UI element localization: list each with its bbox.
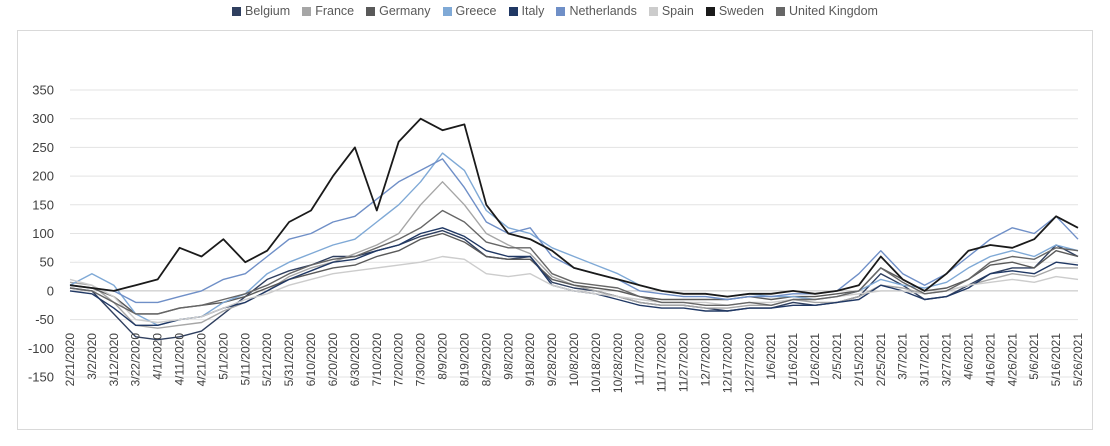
series-line-sweden bbox=[69, 117, 1079, 298]
legend-item: Netherlands bbox=[556, 4, 637, 18]
x-tick-label: 4/11/2020 bbox=[173, 333, 187, 386]
x-tick-label: 2/5/2021 bbox=[830, 333, 844, 380]
x-tick-label: 1/26/2021 bbox=[808, 333, 822, 387]
x-tick-label: 5/21/2020 bbox=[260, 333, 274, 387]
x-tick-label: 4/21/2020 bbox=[194, 333, 208, 387]
legend-swatch bbox=[648, 6, 658, 16]
x-tick-label: 2/21/2020 bbox=[63, 333, 77, 387]
series-line-spain bbox=[69, 255, 1079, 324]
x-tick-label: 3/27/2021 bbox=[940, 333, 954, 387]
x-tick-label: 8/29/2020 bbox=[479, 333, 493, 387]
series-line-germany bbox=[69, 232, 1079, 315]
x-tick-label: 2/25/2021 bbox=[874, 333, 888, 387]
y-axis-ticks: -150 -100 -50 0 50 100 150 200 250 300 350 bbox=[28, 83, 54, 385]
y-tick-label: 200 bbox=[32, 169, 54, 184]
legend-swatch bbox=[232, 6, 242, 16]
legend-label: Italy bbox=[521, 4, 545, 18]
x-tick-label: 8/9/2020 bbox=[436, 333, 450, 380]
x-tick-label: 5/11/2020 bbox=[238, 333, 252, 386]
x-axis-ticks: 2/21/2020 3/2/2020 3/12/2020 3/22/2020 4/1/2… bbox=[63, 333, 1085, 393]
x-tick-label: 9/18/2020 bbox=[523, 333, 537, 387]
legend-label: France bbox=[315, 4, 355, 18]
x-tick-label: 6/20/2020 bbox=[326, 333, 340, 387]
x-tick-label: 4/26/2021 bbox=[1005, 333, 1019, 387]
legend-label: Netherlands bbox=[569, 4, 637, 18]
legend-swatch bbox=[508, 6, 518, 16]
x-tick-label: 1/16/2021 bbox=[786, 333, 800, 387]
legend-item: Germany bbox=[366, 4, 431, 18]
legend-swatch bbox=[776, 6, 786, 16]
legend-swatch bbox=[366, 6, 376, 16]
legend-item: Belgium bbox=[232, 4, 290, 18]
legend-swatch bbox=[705, 6, 715, 16]
x-tick-label: 9/28/2020 bbox=[545, 333, 559, 387]
x-tick-label: 3/12/2020 bbox=[107, 333, 121, 387]
y-tick-label: 300 bbox=[32, 111, 54, 126]
y-tick-label: 100 bbox=[32, 226, 54, 241]
x-tick-label: 5/26/2021 bbox=[1071, 333, 1085, 387]
chart-area: -150 -100 -50 0 50 100 150 200 250 300 350 2/21/20… bbox=[17, 30, 1093, 430]
legend-item: France bbox=[302, 4, 354, 18]
x-tick-label: 4/6/2021 bbox=[961, 333, 975, 380]
x-tick-label: 12/17/2020 bbox=[720, 333, 734, 393]
y-tick-label: -50 bbox=[35, 312, 54, 327]
legend-item: Greece bbox=[442, 4, 497, 18]
legend-swatch bbox=[442, 6, 452, 16]
x-tick-label: 11/7/2020 bbox=[633, 333, 647, 386]
y-tick-label: 250 bbox=[32, 140, 54, 155]
x-tick-label: 5/1/2020 bbox=[216, 333, 230, 380]
x-tick-label: 10/18/2020 bbox=[589, 333, 603, 393]
x-tick-label: 9/8/2020 bbox=[501, 333, 515, 380]
legend-label: Belgium bbox=[245, 4, 291, 18]
x-tick-label: 8/19/2020 bbox=[457, 333, 471, 387]
legend-label: United Kingdom bbox=[789, 4, 878, 18]
legend-label: Greece bbox=[455, 4, 497, 18]
y-tick-label: 0 bbox=[47, 283, 54, 298]
y-tick-label: 50 bbox=[40, 255, 54, 270]
x-tick-label: 7/20/2020 bbox=[392, 333, 406, 387]
legend-item: United Kingdom bbox=[776, 4, 878, 18]
y-tick-label: 150 bbox=[32, 197, 54, 212]
x-tick-label: 12/27/2020 bbox=[742, 333, 756, 393]
x-tick-label: 7/30/2020 bbox=[414, 333, 428, 387]
x-tick-label: 3/2/2020 bbox=[85, 333, 99, 380]
legend-item: Spain bbox=[648, 4, 694, 18]
legend-item: Sweden bbox=[705, 4, 765, 18]
x-tick-label: 3/7/2021 bbox=[896, 333, 910, 380]
x-tick-label: 6/30/2020 bbox=[348, 333, 362, 387]
x-tick-label: 12/7/2020 bbox=[698, 333, 712, 387]
series-line-united-kingdom bbox=[69, 209, 1079, 315]
x-tick-label: 1/6/2021 bbox=[764, 333, 778, 380]
gridlines bbox=[70, 89, 1078, 378]
x-tick-label: 4/1/2020 bbox=[151, 333, 165, 380]
legend-label: Sweden bbox=[718, 4, 765, 18]
y-tick-label: -100 bbox=[28, 341, 54, 356]
x-tick-label: 7/10/2020 bbox=[370, 333, 384, 387]
x-tick-label: 11/27/2020 bbox=[677, 333, 691, 392]
x-tick-label: 5/6/2021 bbox=[1027, 333, 1041, 380]
series-line-france bbox=[69, 181, 1078, 329]
x-tick-label: 4/16/2021 bbox=[983, 333, 997, 387]
chart-legend: Belgium France Germany Greece Italy Netherlan… bbox=[0, 2, 1110, 20]
y-tick-label: 350 bbox=[32, 83, 54, 98]
legend-item: Italy bbox=[508, 4, 545, 18]
legend-swatch bbox=[556, 6, 566, 16]
x-tick-label: 10/8/2020 bbox=[567, 333, 581, 387]
y-tick-label: -150 bbox=[28, 370, 54, 385]
x-tick-label: 5/31/2020 bbox=[282, 333, 296, 387]
legend-swatch bbox=[302, 6, 312, 16]
x-tick-label: 11/17/2020 bbox=[655, 333, 669, 392]
legend-label: Spain bbox=[661, 4, 694, 18]
legend-label: Germany bbox=[379, 4, 431, 18]
series-lines bbox=[69, 117, 1079, 341]
series-line-italy bbox=[69, 227, 1079, 326]
x-tick-label: 5/16/2021 bbox=[1049, 333, 1063, 387]
x-tick-label: 6/10/2020 bbox=[304, 333, 318, 387]
x-tick-label: 3/22/2020 bbox=[129, 333, 143, 387]
x-tick-label: 3/17/2021 bbox=[918, 333, 932, 387]
series-line-netherlands bbox=[69, 158, 1079, 304]
x-tick-label: 10/28/2020 bbox=[611, 333, 625, 393]
x-tick-label: 2/15/2021 bbox=[852, 333, 866, 387]
line-chart: -150 -100 -50 0 50 100 150 200 250 300 350 2/21/20… bbox=[28, 83, 1085, 394]
